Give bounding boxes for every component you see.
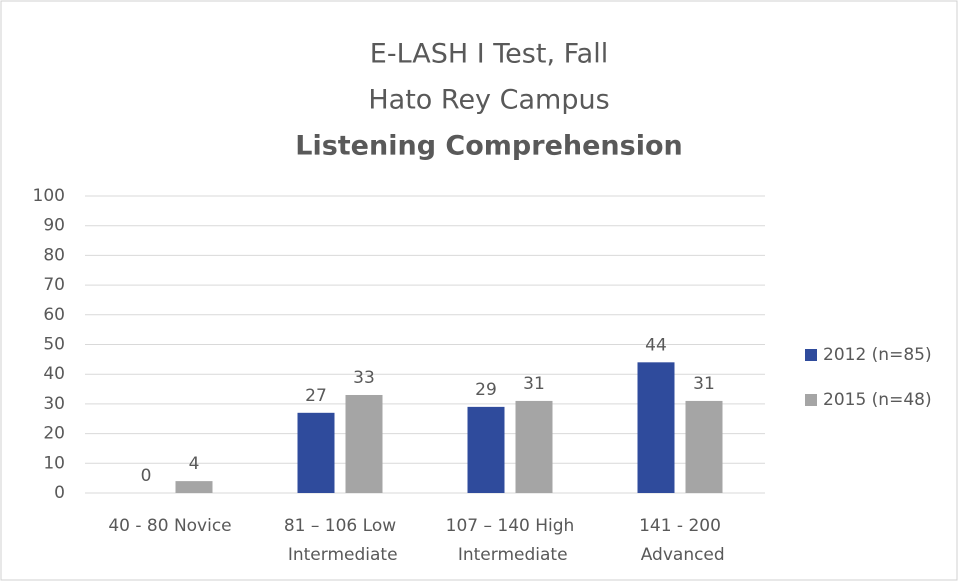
y-tick-label: 60 xyxy=(43,305,65,325)
data-label: 44 xyxy=(645,335,667,355)
y-tick-label: 50 xyxy=(43,335,65,355)
bar xyxy=(637,362,675,493)
bar xyxy=(175,481,213,493)
data-label: 33 xyxy=(353,368,375,388)
legend-swatch xyxy=(805,394,817,406)
legend-swatch xyxy=(805,349,817,361)
bar xyxy=(685,400,723,493)
data-label: 0 xyxy=(141,466,152,486)
bar xyxy=(467,406,505,493)
x-tick-label: 81 – 106 Low Intermediate xyxy=(282,516,397,565)
y-tick-label: 40 xyxy=(43,364,65,384)
legend-label: 2015 (n=48) xyxy=(823,390,932,410)
chart-title: E-LASH I Test, Fall xyxy=(370,39,608,70)
x-tick-label: 107 – 140 High Intermediate xyxy=(446,516,575,565)
bar xyxy=(515,400,553,493)
data-label: 4 xyxy=(189,454,200,474)
y-tick-label: 100 xyxy=(33,186,65,206)
chart-title: Listening Comprehension xyxy=(295,131,682,162)
bar xyxy=(297,412,335,493)
y-tick-label: 0 xyxy=(54,483,65,503)
y-tick-label: 30 xyxy=(43,394,65,414)
x-tick-label: 141 - 200 Advanced xyxy=(635,516,724,565)
chart-title: Hato Rey Campus xyxy=(368,85,609,116)
data-label: 31 xyxy=(693,374,715,394)
data-label: 27 xyxy=(305,386,327,406)
y-tick-label: 10 xyxy=(43,453,65,473)
bar xyxy=(345,394,383,493)
y-tick-label: 70 xyxy=(43,275,65,295)
legend-label: 2012 (n=85) xyxy=(823,345,932,365)
y-tick-label: 90 xyxy=(43,216,65,236)
data-label: 29 xyxy=(475,380,497,400)
y-tick-label: 80 xyxy=(43,245,65,265)
data-label: 31 xyxy=(523,374,545,394)
x-tick-label: 40 - 80 Novice xyxy=(108,516,231,536)
y-tick-label: 20 xyxy=(43,424,65,444)
